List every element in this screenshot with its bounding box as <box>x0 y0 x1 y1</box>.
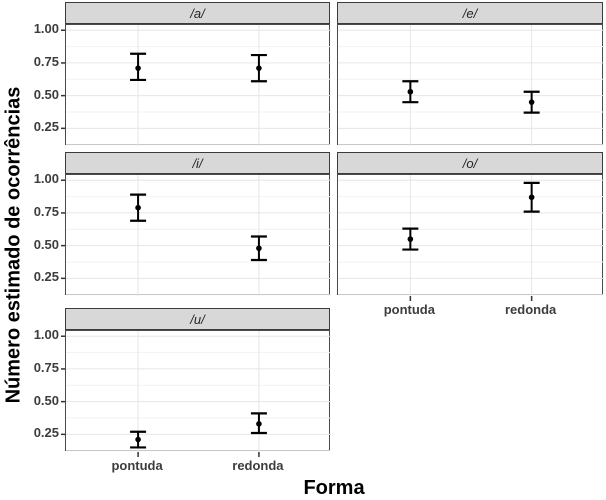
data-point <box>135 204 141 211</box>
data-point <box>528 194 535 201</box>
data-point <box>256 245 262 252</box>
y-tick-label: 0.50 <box>33 86 59 102</box>
y-tick-label: 1.00 <box>33 327 59 343</box>
y-tick-label: 0.50 <box>33 236 59 252</box>
facet-strip-label: /a/ <box>190 5 205 21</box>
x-tick-label: pontuda <box>111 458 163 473</box>
facet-panel-canvas <box>338 25 604 146</box>
facet-panel-canvas <box>61 175 331 296</box>
data-point <box>407 236 414 242</box>
facet-panel <box>61 24 331 146</box>
x-tick-label: pontuda <box>383 302 435 317</box>
facet-panel <box>61 174 331 296</box>
y-tick-label: 0.75 <box>33 203 59 219</box>
facet-panel-canvas <box>61 331 331 457</box>
facet-strip: /e/ <box>337 2 603 24</box>
data-point <box>528 99 535 105</box>
x-tick-label: redonda <box>232 458 284 473</box>
facet-strip: /a/ <box>65 2 330 24</box>
facet-strip-label: /o/ <box>462 155 478 171</box>
y-tick-label: 0.25 <box>33 425 59 441</box>
data-point <box>135 436 141 443</box>
x-axis-title: Forma <box>303 477 365 499</box>
y-tick-label: 0.75 <box>33 359 59 375</box>
y-tick-label: 0.25 <box>33 119 59 135</box>
facet-strip: /i/ <box>65 152 330 174</box>
facet-strip: /u/ <box>65 308 330 330</box>
y-tick-label: 0.25 <box>33 269 59 285</box>
data-point <box>256 421 262 427</box>
data-point <box>407 88 414 95</box>
facet-panel-canvas <box>61 25 331 146</box>
y-tick-label: 0.75 <box>33 53 59 69</box>
facet-strip-label: /u/ <box>190 311 205 327</box>
y-tick-label: 1.00 <box>33 171 59 187</box>
facet-panel <box>337 174 604 301</box>
facet-strip-label: /e/ <box>462 5 478 21</box>
facet-panel-canvas <box>338 175 604 301</box>
facet-strip: /o/ <box>337 152 603 174</box>
y-tick-label: 0.50 <box>33 392 59 408</box>
data-point <box>135 65 141 71</box>
facet-panel <box>61 330 331 457</box>
x-tick-label: redonda <box>504 302 557 317</box>
y-tick-label: 1.00 <box>33 21 59 37</box>
data-point <box>256 65 262 71</box>
facet-panel <box>337 24 604 146</box>
facet-strip-label: /i/ <box>192 155 203 171</box>
